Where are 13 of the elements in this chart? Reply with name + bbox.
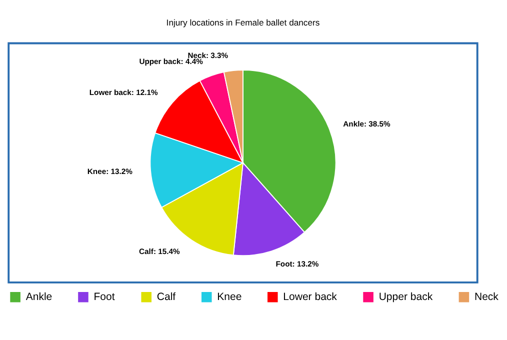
data-label: Ankle: 38.5% bbox=[343, 120, 390, 129]
legend-label: Neck bbox=[474, 291, 500, 304]
data-label: Knee: 13.2% bbox=[87, 166, 133, 176]
data-label: Lower back: 12.1% bbox=[89, 88, 158, 98]
legend-label: Knee bbox=[217, 291, 242, 304]
legend-label: Upper back bbox=[378, 291, 434, 304]
data-label: Foot: 13.2% bbox=[276, 260, 319, 269]
legend-label: Lower back bbox=[283, 291, 338, 304]
legend-label: Ankle bbox=[26, 291, 52, 304]
data-label: Calf: 15.4% bbox=[139, 246, 180, 256]
legend-label: Calf bbox=[156, 291, 176, 304]
legend-label: Foot bbox=[94, 291, 115, 304]
chart-title: Injury locations in Female ballet dancers bbox=[166, 18, 320, 28]
